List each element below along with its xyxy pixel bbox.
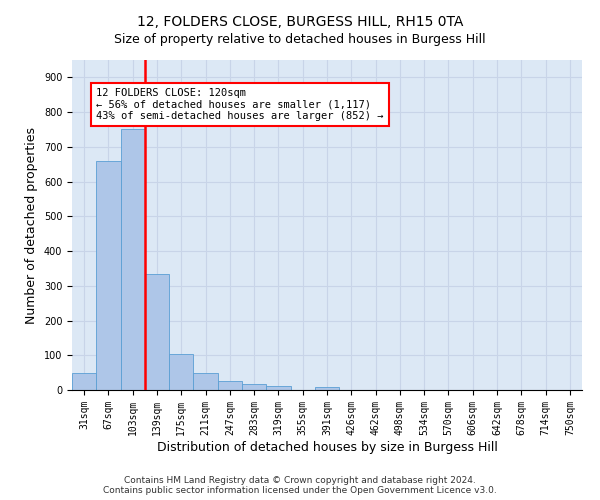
Bar: [242, 384, 266, 390]
Y-axis label: Number of detached properties: Number of detached properties: [25, 126, 38, 324]
Bar: [72, 372, 96, 390]
Text: Contains HM Land Registry data © Crown copyright and database right 2024.
Contai: Contains HM Land Registry data © Crown c…: [103, 476, 497, 495]
Bar: [96, 160, 121, 390]
Bar: [169, 354, 193, 390]
Bar: [218, 382, 242, 390]
Bar: [193, 372, 218, 390]
Bar: [145, 274, 169, 390]
Text: 12 FOLDERS CLOSE: 120sqm
← 56% of detached houses are smaller (1,117)
43% of sem: 12 FOLDERS CLOSE: 120sqm ← 56% of detach…: [96, 88, 384, 121]
X-axis label: Distribution of detached houses by size in Burgess Hill: Distribution of detached houses by size …: [157, 440, 497, 454]
Bar: [121, 130, 145, 390]
Text: Size of property relative to detached houses in Burgess Hill: Size of property relative to detached ho…: [114, 32, 486, 46]
Text: 12, FOLDERS CLOSE, BURGESS HILL, RH15 0TA: 12, FOLDERS CLOSE, BURGESS HILL, RH15 0T…: [137, 15, 463, 29]
Bar: [266, 386, 290, 390]
Bar: [315, 387, 339, 390]
